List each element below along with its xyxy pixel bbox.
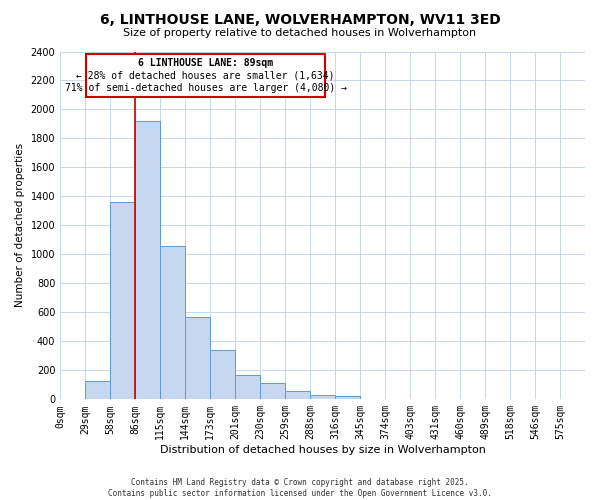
Bar — [135, 121, 160, 400]
Bar — [310, 395, 335, 400]
Bar — [85, 381, 110, 400]
X-axis label: Distribution of detached houses by size in Wolverhampton: Distribution of detached houses by size … — [160, 445, 485, 455]
Text: 6 LINTHOUSE LANE: 89sqm: 6 LINTHOUSE LANE: 89sqm — [138, 58, 274, 68]
Bar — [86, 54, 325, 97]
Text: ← 28% of detached houses are smaller (1,634): ← 28% of detached houses are smaller (1,… — [76, 70, 335, 81]
Bar — [260, 384, 285, 400]
Text: Contains HM Land Registry data © Crown copyright and database right 2025.
Contai: Contains HM Land Registry data © Crown c… — [108, 478, 492, 498]
Bar — [210, 350, 235, 400]
Text: 71% of semi-detached houses are larger (4,080) →: 71% of semi-detached houses are larger (… — [65, 83, 347, 93]
Bar — [160, 246, 185, 400]
Bar — [335, 396, 360, 400]
Bar — [185, 316, 210, 400]
Text: 6, LINTHOUSE LANE, WOLVERHAMPTON, WV11 3ED: 6, LINTHOUSE LANE, WOLVERHAMPTON, WV11 3… — [100, 12, 500, 26]
Bar — [235, 376, 260, 400]
Y-axis label: Number of detached properties: Number of detached properties — [15, 144, 25, 308]
Bar — [285, 390, 310, 400]
Text: Size of property relative to detached houses in Wolverhampton: Size of property relative to detached ho… — [124, 28, 476, 38]
Bar — [110, 202, 135, 400]
